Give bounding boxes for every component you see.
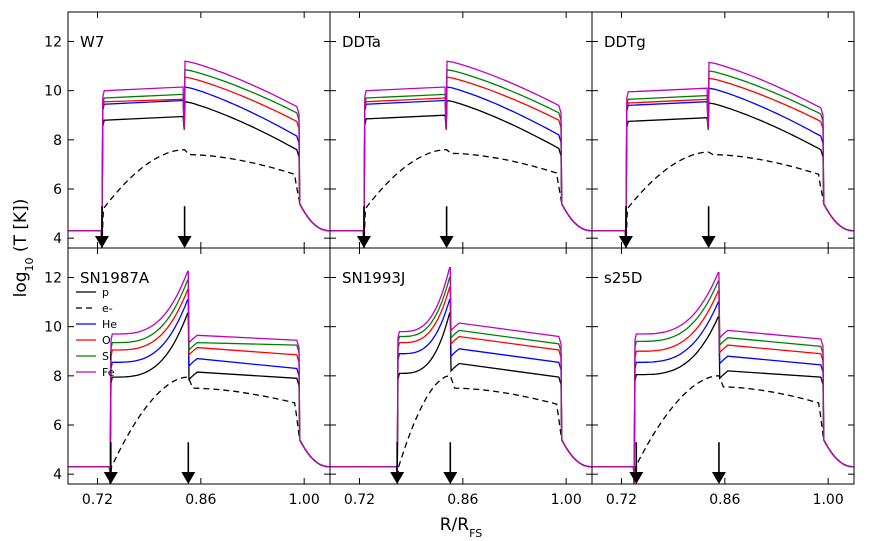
panel-label: SN1987A: [80, 269, 150, 287]
panel-label: DDTg: [604, 33, 646, 51]
legend-label: e-: [102, 302, 113, 315]
axis-labels: R/RFS log10 (T [K]): [11, 199, 482, 540]
contact-discontinuity-arrow-icon: [711, 472, 726, 484]
y-axis-label-sub: 10: [23, 257, 36, 271]
series-line-he: [330, 86, 592, 248]
series-line-e: [330, 149, 592, 248]
x-tick-label: 0.72: [606, 492, 637, 508]
series-line-o: [592, 77, 854, 248]
series-line-e: [68, 149, 330, 248]
series-line-fe: [68, 60, 330, 248]
panels: 4 6 8 10 12 W7 DDTa DDTg 4 6 8 10 12 0.72 0.86 1.00 SN19…: [44, 11, 855, 508]
panel-curves: [68, 270, 330, 484]
contact-discontinuity-arrow-icon: [181, 472, 196, 484]
legend-label: p: [102, 286, 109, 299]
y-tick-label: 10: [44, 84, 62, 100]
panel-frame: [67, 11, 331, 249]
panel-w7: 4 6 8 10 12 W7: [44, 11, 331, 249]
panel-curves: [592, 271, 854, 484]
y-axis-label-rest: (T [K]): [11, 199, 31, 258]
panel-label: SN1993J: [342, 269, 405, 287]
panel-label: W7: [80, 33, 104, 51]
legend-label: Fe: [102, 366, 115, 379]
y-axis-label: log10 (T [K]): [11, 199, 36, 298]
x-tick-label: 0.86: [185, 492, 216, 508]
series-line-he: [592, 301, 854, 484]
series-line-fe: [330, 60, 592, 248]
series-line-p: [68, 100, 330, 248]
y-tick-label: 6: [53, 182, 62, 198]
x-axis-label: R/RFS: [440, 515, 482, 540]
series-line-si: [330, 69, 592, 248]
legend-label: Si: [102, 350, 112, 363]
y-tick-label: 10: [44, 320, 62, 336]
legend: p e- He O Si Fe: [76, 286, 117, 379]
panel-s25d: 0.72 0.86 1.00 s25D: [591, 247, 855, 508]
panel-curves: [330, 267, 592, 484]
panel-curves: [330, 60, 592, 248]
series-line-si: [592, 70, 854, 248]
legend-label: O: [102, 334, 111, 347]
y-tick-label: 8: [53, 369, 62, 385]
x-axis-label-main: R/R: [440, 515, 470, 535]
legend-label: He: [102, 318, 117, 331]
series-line-o: [68, 76, 330, 248]
series-line-si: [68, 69, 330, 248]
panel-sn1993j: 0.72 0.86 1.00 SN1993J: [329, 247, 593, 508]
x-tick-label: 0.72: [82, 492, 113, 508]
x-tick-label: 0.86: [447, 492, 478, 508]
y-tick-label: 6: [53, 418, 62, 434]
x-axis-label-sub: FS: [469, 527, 482, 540]
series-line-he: [68, 86, 330, 248]
series-line-p: [592, 102, 854, 248]
reverse-shock-arrow-icon: [390, 472, 405, 484]
series-line-e: [592, 151, 854, 248]
panel-curves: [592, 61, 854, 248]
reverse-shock-arrow-icon: [356, 236, 371, 248]
y-tick-label: 12: [44, 35, 62, 51]
x-tick-label: 0.72: [344, 492, 375, 508]
series-line-fe: [68, 270, 330, 484]
y-tick-label: 4: [53, 467, 62, 483]
series-line-fe: [592, 271, 854, 484]
contact-discontinuity-arrow-icon: [177, 236, 192, 248]
series-line-he: [330, 298, 592, 484]
x-tick-label: 1.00: [289, 492, 320, 508]
series-line-si: [330, 276, 592, 484]
x-tick-label: 1.00: [551, 492, 582, 508]
series-line-p: [330, 312, 592, 484]
panel-ddtg: DDTg: [591, 11, 855, 249]
reverse-shock-arrow-icon: [629, 472, 644, 484]
y-tick-label: 8: [53, 133, 62, 149]
series-line-si: [592, 280, 854, 484]
y-axis-label-main: log: [11, 271, 31, 297]
panel-ddta: DDTa: [329, 11, 593, 249]
contact-discontinuity-arrow-icon: [439, 236, 454, 248]
y-tick-label: 4: [53, 231, 62, 247]
contact-discontinuity-arrow-icon: [701, 236, 716, 248]
reverse-shock-arrow-icon: [618, 236, 633, 248]
reverse-shock-arrow-icon: [94, 236, 109, 248]
series-line-p: [330, 99, 592, 248]
reverse-shock-arrow-icon: [103, 472, 118, 484]
panel-frame: [591, 247, 855, 485]
series-line-e: [68, 376, 330, 484]
x-tick-label: 1.00: [813, 492, 844, 508]
y-tick-label: 12: [44, 271, 62, 287]
series-line-fe: [330, 267, 592, 484]
panel-curves: [68, 60, 330, 248]
panel-label: DDTa: [342, 33, 381, 51]
panel-label: s25D: [604, 269, 642, 287]
series-line-fe: [592, 61, 854, 248]
contact-discontinuity-arrow-icon: [443, 472, 458, 484]
x-tick-label: 0.86: [709, 492, 740, 508]
series-line-o: [330, 286, 592, 484]
series-line-he: [592, 87, 854, 248]
